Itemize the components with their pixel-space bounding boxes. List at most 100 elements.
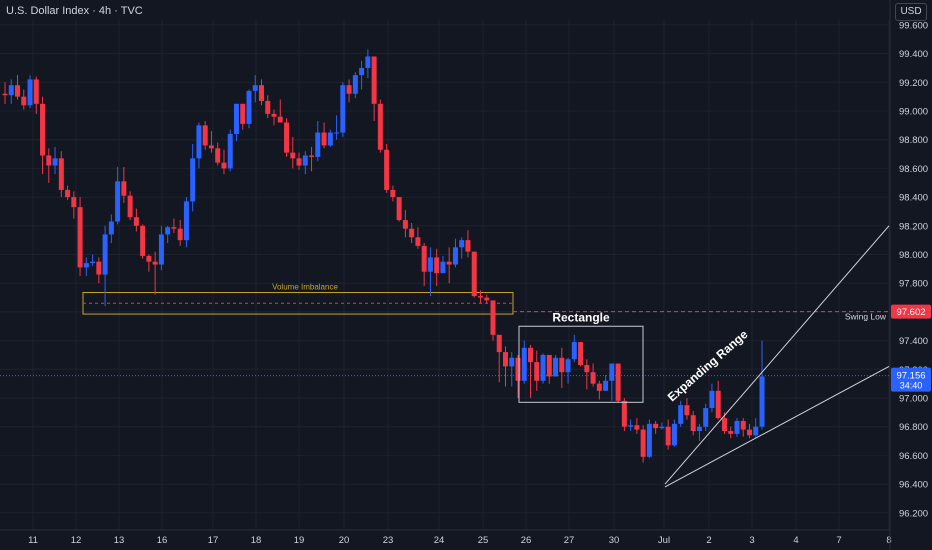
candle[interactable] [528,345,533,398]
candle[interactable] [465,230,470,257]
currency-button[interactable]: USD [895,3,927,21]
candle[interactable] [422,243,427,286]
candle[interactable] [340,82,345,137]
candle[interactable] [616,364,621,403]
candle[interactable] [78,197,83,276]
candle[interactable] [334,115,339,139]
symbol-title[interactable]: U.S. Dollar Index · 4h · TVC [6,5,143,17]
candle[interactable] [653,421,658,434]
candle[interactable] [196,122,201,168]
candle[interactable] [440,256,445,273]
candle[interactable] [21,89,26,109]
candle[interactable] [253,75,258,102]
candle[interactable] [109,214,114,243]
candle[interactable] [34,77,39,114]
candle[interactable] [566,358,571,384]
candle[interactable] [728,427,733,438]
candle[interactable] [246,89,251,128]
candle[interactable] [447,247,452,283]
candle[interactable] [753,418,758,438]
candle[interactable] [203,121,208,150]
candle[interactable] [134,209,139,232]
candle[interactable] [46,148,51,182]
candle[interactable] [547,355,552,384]
candle[interactable] [734,418,739,437]
candle[interactable] [666,420,671,450]
candle[interactable] [190,144,195,211]
candle[interactable] [578,342,583,366]
candle[interactable] [259,79,264,105]
candle[interactable] [591,364,596,387]
candle[interactable] [240,104,245,130]
candle[interactable] [159,226,164,270]
volume-imbalance-box[interactable] [83,293,513,315]
candle[interactable] [272,110,277,126]
candle[interactable] [684,398,689,420]
candle[interactable] [53,147,58,174]
candle[interactable] [559,348,564,388]
candle[interactable] [672,420,677,447]
candle[interactable] [65,186,70,200]
candle[interactable] [534,351,539,391]
candle[interactable] [359,61,364,90]
candle[interactable] [28,75,33,108]
candle[interactable] [165,226,170,243]
candle[interactable] [597,381,602,400]
candle[interactable] [741,418,746,437]
candle[interactable] [353,72,358,98]
candle[interactable] [572,335,577,362]
candle[interactable] [384,144,389,193]
candle[interactable] [290,137,295,169]
candle[interactable] [641,425,646,462]
candle[interactable] [503,346,508,386]
candle[interactable] [516,355,521,398]
candle[interactable] [584,359,589,389]
candle[interactable] [146,255,151,272]
candle[interactable] [403,210,408,237]
candle[interactable] [297,153,302,170]
candle[interactable] [309,147,314,171]
candle[interactable] [415,227,420,249]
candle[interactable] [140,224,145,258]
candle[interactable] [128,191,133,220]
candle[interactable] [760,341,765,430]
candle[interactable] [15,75,20,99]
candle[interactable] [103,226,108,306]
candle[interactable] [453,239,458,268]
candle[interactable] [459,237,464,259]
candle[interactable] [553,355,558,377]
candle[interactable] [397,197,402,221]
candle[interactable] [40,97,45,174]
candle[interactable] [265,95,270,118]
candle[interactable] [622,398,627,431]
expanding-range-upper-line[interactable] [665,226,889,484]
candle[interactable] [322,122,327,148]
candle[interactable] [347,79,352,102]
candle[interactable] [221,150,226,174]
candle[interactable] [691,411,696,435]
candle[interactable] [678,401,683,427]
candle[interactable] [315,121,320,161]
candle[interactable] [541,354,546,384]
candle[interactable] [716,381,721,420]
candle[interactable] [59,151,64,197]
candle[interactable] [3,82,8,104]
candle[interactable] [747,424,752,438]
candle[interactable] [628,420,633,431]
candle[interactable] [603,375,608,391]
candle[interactable] [153,252,158,295]
candle[interactable] [328,130,333,147]
candle[interactable] [472,252,477,298]
candle[interactable] [709,384,714,413]
candle[interactable] [184,197,189,247]
candle[interactable] [378,100,383,153]
candle[interactable] [390,186,395,202]
candle[interactable] [9,79,14,103]
candle[interactable] [215,143,220,166]
candle[interactable] [497,335,502,382]
candle[interactable] [303,151,308,174]
candle[interactable] [234,104,239,141]
candle[interactable] [84,257,89,276]
candle[interactable] [284,118,289,157]
